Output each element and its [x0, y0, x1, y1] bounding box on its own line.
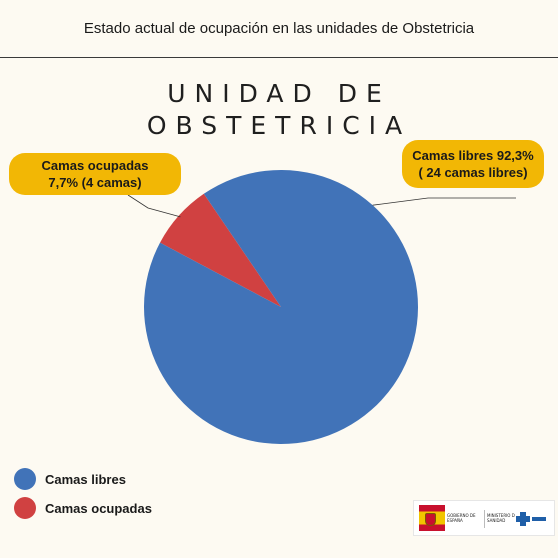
legend-dot-libres — [14, 468, 36, 490]
callout-libres-line-2: ( 24 camas libres) — [418, 165, 528, 180]
leader-line-libres — [372, 197, 516, 206]
legend-label-libres: Camas libres — [45, 471, 126, 487]
chart-title-line-2: OBSTETRICIA — [146, 111, 412, 140]
header-text: Estado actual de ocupación en las unidad… — [83, 20, 475, 37]
spain-coat-of-arms-icon — [419, 505, 445, 531]
legend-item-ocupadas: Camas ocupadas — [14, 497, 152, 519]
callout-ocupadas-line-2: 7,7% (4 camas) — [48, 175, 142, 190]
callout-ocupadas-line-1: Camas ocupadas — [41, 158, 149, 173]
ministry-logo: GOBIERNO DE ESPAÑA MINISTERIO DE SANIDAD — [413, 500, 555, 536]
callout-libres-line-1: Camas libres 92,3% — [412, 148, 534, 163]
callout-ocupadas: Camas ocupadas 7,7% (4 camas) — [9, 153, 181, 195]
pie-slice-ocupadas — [160, 193, 281, 307]
logo-line-gobierno: GOBIERNO DE ESPAÑA — [447, 513, 476, 523]
legend-item-libres: Camas libres — [14, 468, 126, 490]
sanidad-emblem-icon — [515, 509, 547, 529]
page-header: Estado actual de ocupación en las unidad… — [0, 0, 558, 58]
chart-title: UNIDAD DE OBSTETRICIA — [0, 78, 558, 142]
legend-label-ocupadas: Camas ocupadas — [45, 500, 152, 516]
chart-title-line-1: UNIDAD DE — [167, 79, 391, 108]
callout-libres: Camas libres 92,3% ( 24 camas libres) — [402, 140, 544, 188]
leader-line-ocupadas — [127, 194, 181, 218]
pie-slice-libres — [144, 170, 418, 444]
logo-line-ministerio: MINISTERIO DE SANIDAD — [487, 513, 518, 523]
legend-dot-ocupadas — [14, 497, 36, 519]
